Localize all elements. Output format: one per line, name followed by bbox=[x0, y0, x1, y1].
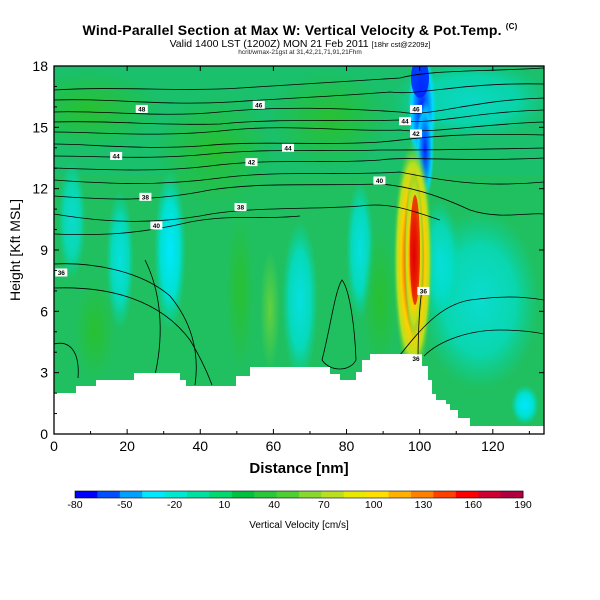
colorbar-outline bbox=[74, 490, 524, 499]
colorbar-tick-label: 130 bbox=[415, 499, 433, 511]
y-tick-label: 18 bbox=[32, 58, 48, 74]
colorbar-swatch bbox=[254, 491, 278, 498]
colorbar-swatch bbox=[209, 491, 233, 498]
isentrope-label: 48 bbox=[138, 106, 146, 113]
y-tick-label: 12 bbox=[32, 181, 48, 197]
x-tick-label: 100 bbox=[408, 438, 432, 454]
isentrope-label-bg bbox=[252, 100, 265, 109]
isentrope-label-bg bbox=[135, 104, 148, 113]
x-axis: 0 20 40 60 80 100 120 bbox=[50, 66, 530, 454]
colorbar-label: Vertical Velocity [cm/s] bbox=[249, 520, 349, 531]
colorbar-tick-label: 10 bbox=[218, 499, 230, 511]
x-tick-label: 60 bbox=[266, 438, 282, 454]
colorbar-swatch bbox=[299, 491, 322, 498]
x-tick-label: 0 bbox=[50, 438, 58, 454]
y-tick-label: 6 bbox=[40, 303, 48, 319]
isentrope-label: 40 bbox=[376, 178, 384, 185]
colorbar-tick-label: -80 bbox=[67, 499, 82, 511]
velocity-field bbox=[54, 66, 544, 434]
colorbar-swatch bbox=[164, 491, 188, 498]
isentrope-label-bg bbox=[282, 143, 295, 152]
colorbar-swatch bbox=[119, 491, 143, 498]
x-tick-label: 120 bbox=[481, 438, 505, 454]
isentrope-label: 42 bbox=[412, 131, 420, 138]
colorbar-swatch bbox=[388, 491, 412, 498]
isentrope-label-bg bbox=[373, 176, 386, 185]
colorbar-tick-label: 70 bbox=[318, 499, 330, 511]
colorbar-swatch bbox=[455, 491, 479, 498]
colorbar-tick-label: 40 bbox=[268, 499, 280, 511]
colorbar-tick-label: 100 bbox=[365, 499, 383, 511]
colorbar-swatch bbox=[366, 491, 390, 498]
colorbar-swatch bbox=[343, 491, 367, 498]
colorbar-tick-label: 160 bbox=[464, 499, 482, 511]
y-tick-label: 3 bbox=[40, 365, 48, 381]
colorbar: -80 -50 -20 10 40 70 100 130 160 190 bbox=[67, 490, 532, 511]
chart-subtitle: Valid 1400 LST (1200Z) MON 21 Feb 2011 [… bbox=[169, 38, 431, 50]
x-axis-label: Distance [nm] bbox=[249, 460, 348, 477]
y-tick-label: 0 bbox=[40, 426, 48, 442]
isentrope-label-bg bbox=[150, 221, 163, 230]
isentrope-label-bg bbox=[410, 104, 423, 113]
isentrope-label: 46 bbox=[255, 102, 263, 109]
colorbar-tick-label: -50 bbox=[117, 499, 132, 511]
isentrope-label: 38 bbox=[142, 194, 150, 201]
isentrope-label-bg bbox=[234, 203, 247, 212]
x-tick-label: 80 bbox=[339, 438, 355, 454]
isentrope-label: 36 bbox=[412, 356, 420, 363]
colorbar-swatch bbox=[142, 491, 166, 498]
isentrope-label: 38 bbox=[237, 205, 245, 212]
isentrope-label-bg bbox=[245, 158, 258, 167]
colorbar-swatch bbox=[187, 491, 210, 498]
colorbar-swatch bbox=[75, 491, 98, 498]
y-axis-label: Height [Kft MSL] bbox=[7, 199, 23, 301]
isentrope-label-bg bbox=[410, 129, 423, 138]
colorbar-tick-label: 190 bbox=[514, 499, 532, 511]
terrain bbox=[54, 354, 544, 434]
isentrope-label: 44 bbox=[401, 119, 409, 126]
chart-title: Wind-Parallel Section at Max W: Vertical… bbox=[82, 22, 518, 38]
x-tick-label: 20 bbox=[119, 438, 135, 454]
colorbar-swatch bbox=[411, 491, 434, 498]
colorbar-swatch bbox=[433, 491, 457, 498]
isentrope-label: 42 bbox=[248, 160, 256, 167]
isentrope-label-bg bbox=[399, 117, 412, 126]
isentrope-label-bg bbox=[110, 151, 123, 160]
colorbar-tick-label: -20 bbox=[167, 499, 182, 511]
copyright-mark: (C) bbox=[505, 22, 518, 32]
isentrope-label: 46 bbox=[412, 106, 420, 113]
colorbar-swatch bbox=[321, 491, 345, 498]
colorbar-swatch bbox=[231, 491, 255, 498]
isentrope-label-bg bbox=[55, 268, 68, 277]
colorbar-swatch bbox=[478, 491, 502, 498]
chart-subtitle-line3: hcrit/wmax-21gst at 31,42,21,71,91,21Fhm bbox=[238, 49, 362, 56]
x-tick-label: 40 bbox=[192, 438, 208, 454]
y-tick-label: 9 bbox=[40, 242, 48, 258]
isentrope-label-bg bbox=[417, 286, 430, 295]
isentrope-label-bg bbox=[139, 192, 152, 201]
isentrope-label: 44 bbox=[113, 153, 121, 160]
isentrope-label: 36 bbox=[58, 270, 66, 277]
isentrope-label: 44 bbox=[284, 145, 292, 152]
colorbar-swatch bbox=[97, 491, 121, 498]
colorbar-swatch bbox=[276, 491, 300, 498]
isentrope-label: 36 bbox=[420, 288, 428, 295]
isentrope-label-bg bbox=[410, 354, 423, 363]
colorbar-swatch bbox=[500, 491, 524, 498]
y-tick-label: 15 bbox=[32, 119, 48, 135]
isentrope-label: 40 bbox=[153, 223, 161, 230]
